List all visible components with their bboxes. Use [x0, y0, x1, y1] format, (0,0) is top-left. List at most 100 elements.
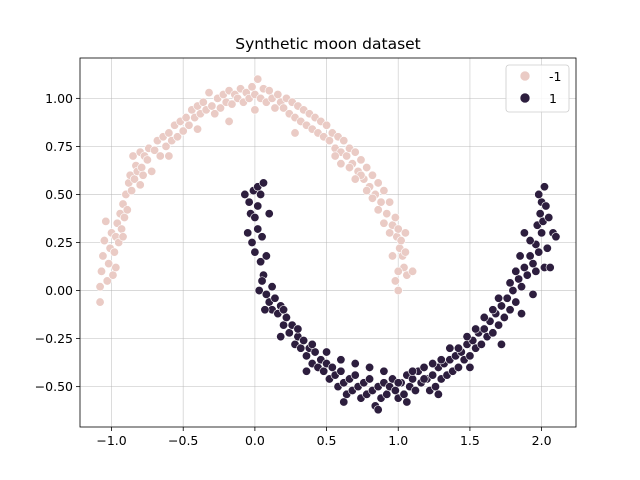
- point-class-pos1: [319, 366, 329, 376]
- point-class-pos1: [508, 286, 518, 296]
- point-class-neg1: [324, 136, 334, 146]
- point-class-neg1: [345, 163, 355, 173]
- point-class-pos1: [496, 339, 506, 349]
- point-class-neg1: [138, 170, 148, 180]
- point-class-pos1: [382, 389, 392, 399]
- point-class-neg1: [95, 282, 105, 292]
- point-class-pos1: [462, 332, 472, 342]
- point-class-pos1: [517, 309, 527, 319]
- point-class-pos1: [264, 209, 274, 219]
- point-class-neg1: [382, 209, 392, 219]
- axis-ticks: −1.0 −0.5 0.0 0.5 1.0 1.5 2.0 −0.50 −0.25 0.00 0.2…: [35, 91, 552, 448]
- point-class-pos1: [327, 362, 337, 372]
- point-class-neg1: [129, 174, 139, 184]
- point-class-neg1: [342, 151, 352, 161]
- point-class-pos1: [522, 270, 532, 280]
- point-class-neg1: [393, 224, 403, 234]
- point-class-neg1: [102, 276, 112, 286]
- point-class-pos1: [258, 178, 268, 188]
- point-class-neg1: [367, 170, 377, 180]
- point-class-neg1: [224, 116, 234, 126]
- point-class-neg1: [322, 120, 332, 130]
- point-class-neg1: [385, 197, 395, 207]
- point-class-neg1: [111, 262, 121, 272]
- point-class-pos1: [365, 374, 375, 384]
- point-class-pos1: [445, 343, 455, 353]
- point-class-pos1: [310, 347, 320, 357]
- point-class-pos1: [476, 339, 486, 349]
- point-class-pos1: [453, 343, 463, 353]
- point-class-pos1: [350, 359, 360, 369]
- legend-marker-neg1: [519, 70, 531, 82]
- point-class-pos1: [514, 274, 524, 284]
- point-class-neg1: [127, 186, 137, 196]
- point-class-neg1: [400, 247, 410, 257]
- point-class-pos1: [253, 201, 263, 211]
- legend-label-pos1: 1: [549, 91, 557, 106]
- point-class-pos1: [365, 362, 375, 372]
- point-class-pos1: [256, 189, 266, 199]
- point-class-pos1: [428, 370, 438, 380]
- point-class-neg1: [204, 88, 214, 98]
- point-class-neg1: [150, 145, 160, 155]
- point-class-pos1: [336, 355, 346, 365]
- point-class-pos1: [279, 305, 289, 315]
- point-class-neg1: [99, 236, 109, 246]
- point-class-neg1: [330, 151, 340, 161]
- point-class-pos1: [465, 362, 475, 372]
- point-class-pos1: [301, 351, 311, 361]
- x-tick-label: 1.0: [388, 433, 408, 448]
- point-class-pos1: [525, 236, 535, 246]
- point-class-pos1: [243, 228, 253, 238]
- point-class-pos1: [471, 324, 481, 334]
- point-class-pos1: [479, 324, 489, 334]
- point-class-pos1: [499, 312, 509, 322]
- point-class-pos1: [528, 259, 538, 269]
- point-class-pos1: [254, 286, 264, 296]
- point-class-neg1: [109, 247, 119, 257]
- point-class-pos1: [253, 224, 263, 234]
- point-class-neg1: [227, 99, 237, 109]
- point-class-neg1: [161, 141, 171, 151]
- point-class-neg1: [210, 109, 220, 119]
- chart-title: Synthetic moon dataset: [235, 35, 421, 53]
- legend-label-neg1: -1: [549, 69, 561, 84]
- point-class-neg1: [142, 155, 152, 165]
- point-class-pos1: [279, 320, 289, 330]
- point-class-neg1: [118, 232, 128, 242]
- point-class-pos1: [250, 247, 260, 257]
- point-class-pos1: [545, 262, 555, 272]
- point-class-pos1: [534, 189, 544, 199]
- point-class-pos1: [402, 397, 412, 407]
- point-class-pos1: [528, 289, 538, 299]
- y-tick-label: 1.00: [45, 91, 73, 106]
- point-class-pos1: [519, 228, 529, 238]
- point-class-neg1: [379, 186, 389, 196]
- point-class-pos1: [511, 297, 521, 307]
- point-class-pos1: [244, 197, 254, 207]
- point-class-pos1: [465, 351, 475, 361]
- point-class-pos1: [496, 301, 506, 311]
- point-class-pos1: [284, 328, 294, 338]
- point-class-neg1: [339, 136, 349, 146]
- point-class-pos1: [419, 374, 429, 384]
- x-tick-label: 0.0: [245, 433, 265, 448]
- point-class-pos1: [519, 262, 529, 272]
- point-class-neg1: [108, 270, 118, 280]
- point-class-pos1: [296, 343, 306, 353]
- point-class-pos1: [390, 385, 400, 395]
- point-class-neg1: [279, 103, 289, 113]
- point-class-neg1: [164, 151, 174, 161]
- legend-marker-pos1: [519, 92, 531, 104]
- point-class-pos1: [431, 382, 441, 392]
- point-class-pos1: [408, 374, 418, 384]
- point-class-pos1: [551, 232, 561, 242]
- point-class-pos1: [393, 378, 403, 388]
- point-class-neg1: [290, 128, 300, 138]
- legend: -1 1: [505, 64, 570, 113]
- point-class-neg1: [117, 224, 127, 234]
- y-tick-label: −0.50: [35, 379, 73, 394]
- y-tick-label: 0.75: [45, 139, 73, 154]
- point-class-pos1: [505, 305, 515, 315]
- point-class-pos1: [256, 257, 266, 267]
